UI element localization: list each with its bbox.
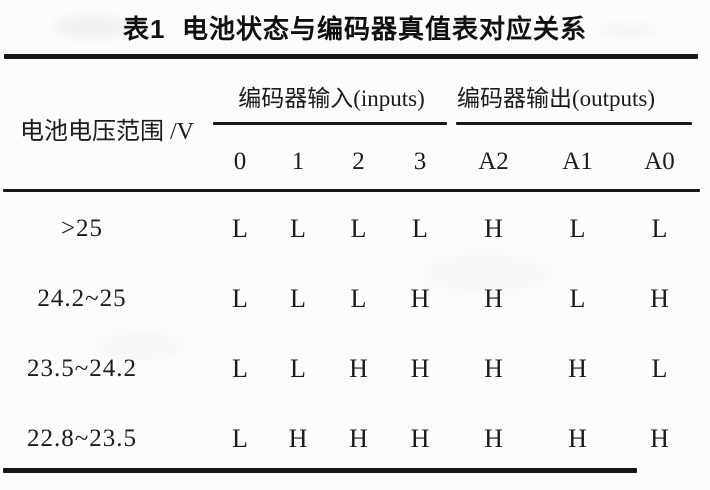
input-cell: L	[290, 284, 306, 313]
table-row: 23.5~24.2 L L H H H H L	[0, 334, 710, 404]
table-row: >25 L L L L H L L	[0, 194, 710, 264]
input-cell: H	[410, 354, 430, 383]
table-top-rule	[4, 54, 698, 59]
table-bottom-rule	[3, 468, 637, 473]
inputs-group-header: 编码器输入(inputs)	[238, 86, 425, 111]
header-bottom-rule	[3, 189, 700, 192]
input-cell: L	[290, 214, 306, 243]
input-cell: L	[350, 214, 367, 243]
input-cell: L	[232, 354, 248, 383]
voltage-range-cell: 24.2~25	[37, 285, 127, 312]
input-cell: H	[410, 424, 430, 453]
input-column-header: 2	[352, 148, 365, 175]
output-column-header: A0	[644, 148, 675, 175]
output-cell: H	[568, 354, 587, 383]
outputs-spanner-rule	[456, 122, 692, 125]
input-cell: H	[349, 424, 368, 453]
inputs-spanner-rule	[213, 122, 447, 125]
table-row: 24.2~25 L L L H H L H	[0, 264, 710, 334]
input-cell: L	[232, 424, 248, 453]
output-cell: H	[484, 354, 503, 383]
input-cell: L	[350, 284, 367, 313]
table-row: 22.8~23.5 L H H H H H H	[0, 404, 710, 474]
input-cell: L	[232, 214, 248, 243]
output-column-header: A2	[478, 148, 509, 175]
output-cell: L	[569, 214, 586, 243]
input-cell: H	[288, 424, 308, 453]
input-cell: L	[232, 284, 248, 313]
input-cell: L	[290, 354, 306, 383]
voltage-range-cell: 22.8~23.5	[26, 425, 138, 452]
output-cell: H	[650, 424, 669, 453]
input-column-header: 1	[291, 148, 305, 175]
output-cell: H	[568, 424, 587, 453]
voltage-range-cell: >25	[60, 215, 104, 242]
table-body: >25 L L L L H L L 24.2~25 L L L H H L H …	[0, 194, 710, 474]
table-caption: 表1 电池状态与编码器真值表对应关系	[123, 14, 587, 44]
input-cell: L	[412, 214, 428, 243]
outputs-group-header: 编码器输出(outputs)	[456, 86, 656, 111]
output-column-header: A1	[562, 148, 593, 175]
output-cell: L	[651, 354, 668, 383]
voltage-range-cell: 23.5~24.2	[26, 355, 138, 382]
input-column-header: 0	[233, 148, 247, 175]
column-header-row: 0 1 2 3 A2 A1 A0	[0, 147, 710, 177]
input-cell: H	[410, 284, 430, 313]
output-cell: H	[650, 284, 669, 313]
output-cell: L	[569, 284, 586, 313]
output-cell: H	[484, 424, 503, 453]
output-cell: H	[484, 214, 503, 243]
output-cell: L	[651, 214, 668, 243]
input-cell: H	[349, 354, 368, 383]
output-cell: H	[484, 284, 503, 313]
input-column-header: 3	[413, 148, 427, 175]
voltage-range-header: 电池电压范围 /V	[20, 119, 194, 145]
